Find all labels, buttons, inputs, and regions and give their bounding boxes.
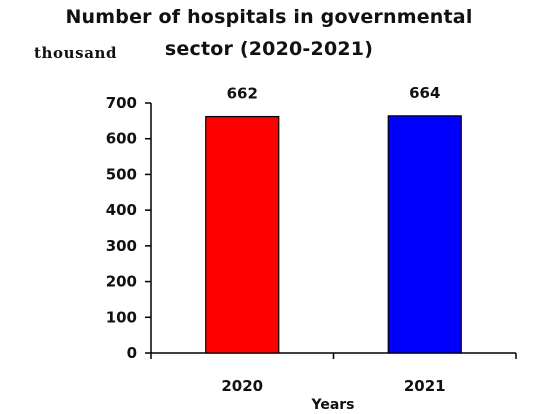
y-tick-label: 0 [127,344,137,362]
y-tick-label: 700 [106,94,137,112]
bar-2020 [205,115,280,354]
chart-title-line2: sector (2020-2021) [164,38,374,60]
data-label-2021: 664 [409,84,440,102]
y-tick-label: 400 [106,201,137,219]
y-tick-label: 500 [106,165,137,183]
y-tick-label: 100 [106,308,137,326]
chart-title-line1: Number of hospitals in governmental [65,6,473,28]
x-tick-label-2020: 2020 [221,377,263,395]
y-tick-label: 300 [106,237,137,255]
x-tick-label-2021: 2021 [404,377,446,395]
data-label-2020: 662 [227,85,258,103]
y-axis-unit-label: thousand [34,44,118,62]
x-axis-title: Years [310,397,354,413]
y-tick-label: 600 [106,130,137,148]
bar-2021 [387,115,462,354]
y-tick-label: 200 [106,273,137,291]
